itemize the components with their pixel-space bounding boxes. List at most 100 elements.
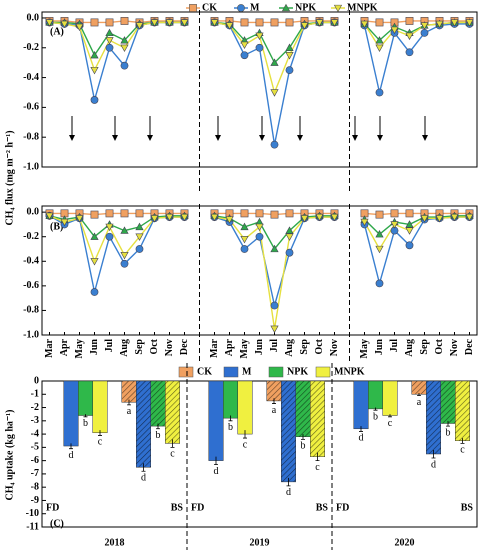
x-tick-label: Dec (464, 338, 475, 355)
marker (360, 20, 369, 29)
significance-letter: c (460, 445, 465, 456)
marker (390, 26, 399, 35)
marker (420, 28, 429, 37)
marker (330, 213, 339, 222)
x-tick-label: Jul (269, 339, 280, 353)
marker (240, 235, 249, 244)
panel-label: (A) (50, 26, 64, 37)
error-bar (170, 439, 175, 448)
marker (135, 209, 144, 218)
significance-letter: d (359, 433, 364, 444)
marker (420, 215, 429, 223)
x-tick-label: Sep (419, 339, 430, 355)
marker (240, 51, 249, 60)
significance-letter: b (156, 430, 161, 441)
bar (382, 380, 398, 416)
marker (375, 88, 384, 97)
panel-label: (B) (50, 221, 63, 232)
category-label: BS (171, 502, 184, 513)
arrows (69, 116, 428, 141)
marker (375, 36, 384, 44)
group-label: 2019 (250, 537, 270, 548)
error-bar (214, 456, 218, 466)
error-bar (460, 438, 465, 444)
marker (315, 213, 324, 222)
legend-label: M (242, 366, 252, 377)
marker (375, 18, 384, 27)
marker (180, 19, 189, 27)
significance-letter: a (272, 405, 277, 416)
marker (465, 19, 474, 27)
bar-hatch (281, 381, 296, 482)
marker (120, 61, 129, 70)
panel-label: (C) (50, 518, 64, 529)
error-bar (301, 434, 305, 440)
significance-letter: a (127, 406, 132, 417)
marker (255, 18, 264, 27)
marker (315, 19, 324, 27)
marker (135, 245, 144, 253)
error-bar (446, 420, 450, 427)
plot-frame (41, 11, 478, 168)
significance-letter: d (431, 459, 436, 470)
legend-label: MNPK (334, 366, 365, 377)
bar (92, 380, 108, 434)
marker (240, 18, 249, 27)
x-tick-label: Jun (89, 339, 100, 356)
marker (465, 213, 474, 222)
bar (223, 380, 238, 419)
x-tick-label: Aug (404, 339, 415, 357)
marker (120, 226, 129, 234)
marker (405, 227, 414, 235)
bar-hatch (295, 381, 311, 437)
significance-letter: b (446, 427, 451, 438)
marker (240, 222, 249, 231)
significance-letter: a (417, 397, 422, 408)
marker (240, 245, 249, 253)
y-tick-label: 0.0 (27, 206, 40, 217)
marker (270, 58, 279, 66)
y-tick-label: -0.4 (23, 256, 39, 267)
y-tick-label: -6 (31, 455, 39, 466)
marker (270, 210, 279, 219)
marker (255, 232, 264, 241)
marker (285, 66, 294, 75)
marker (105, 18, 114, 27)
error-bar (315, 452, 320, 462)
marker (255, 209, 264, 218)
significance-letter: c (388, 418, 393, 429)
marker (435, 20, 444, 29)
marker (120, 259, 129, 268)
marker (405, 241, 414, 250)
marker (90, 96, 99, 104)
category-label: FD (336, 502, 349, 513)
marker (237, 4, 245, 12)
error-bar (228, 415, 233, 422)
bar (63, 380, 79, 447)
legend-swatch (315, 366, 331, 378)
significance-letter: b (228, 422, 233, 433)
legend-label: M (250, 2, 260, 13)
marker (90, 18, 99, 27)
y-tick-label: -0.6 (23, 280, 39, 291)
marker (150, 215, 159, 223)
x-tick-label: Mar (209, 338, 220, 357)
legend-label: CK (197, 366, 212, 377)
category-label: FD (46, 502, 59, 513)
x-tick-label: Nov (329, 339, 340, 356)
error-bar (388, 414, 392, 418)
marker (405, 17, 414, 25)
x-tick-label: Aug (119, 339, 130, 357)
bar (368, 380, 383, 410)
marker (120, 17, 129, 25)
marker (240, 41, 249, 50)
bar-hatch (310, 381, 325, 457)
y-tick-label: -3 (31, 415, 39, 426)
category-label: BS (316, 502, 329, 513)
error-bar (69, 443, 73, 450)
legend-swatch (223, 366, 239, 378)
marker (135, 22, 144, 30)
x-tick-label: Sep (299, 339, 310, 355)
marker (90, 232, 99, 240)
